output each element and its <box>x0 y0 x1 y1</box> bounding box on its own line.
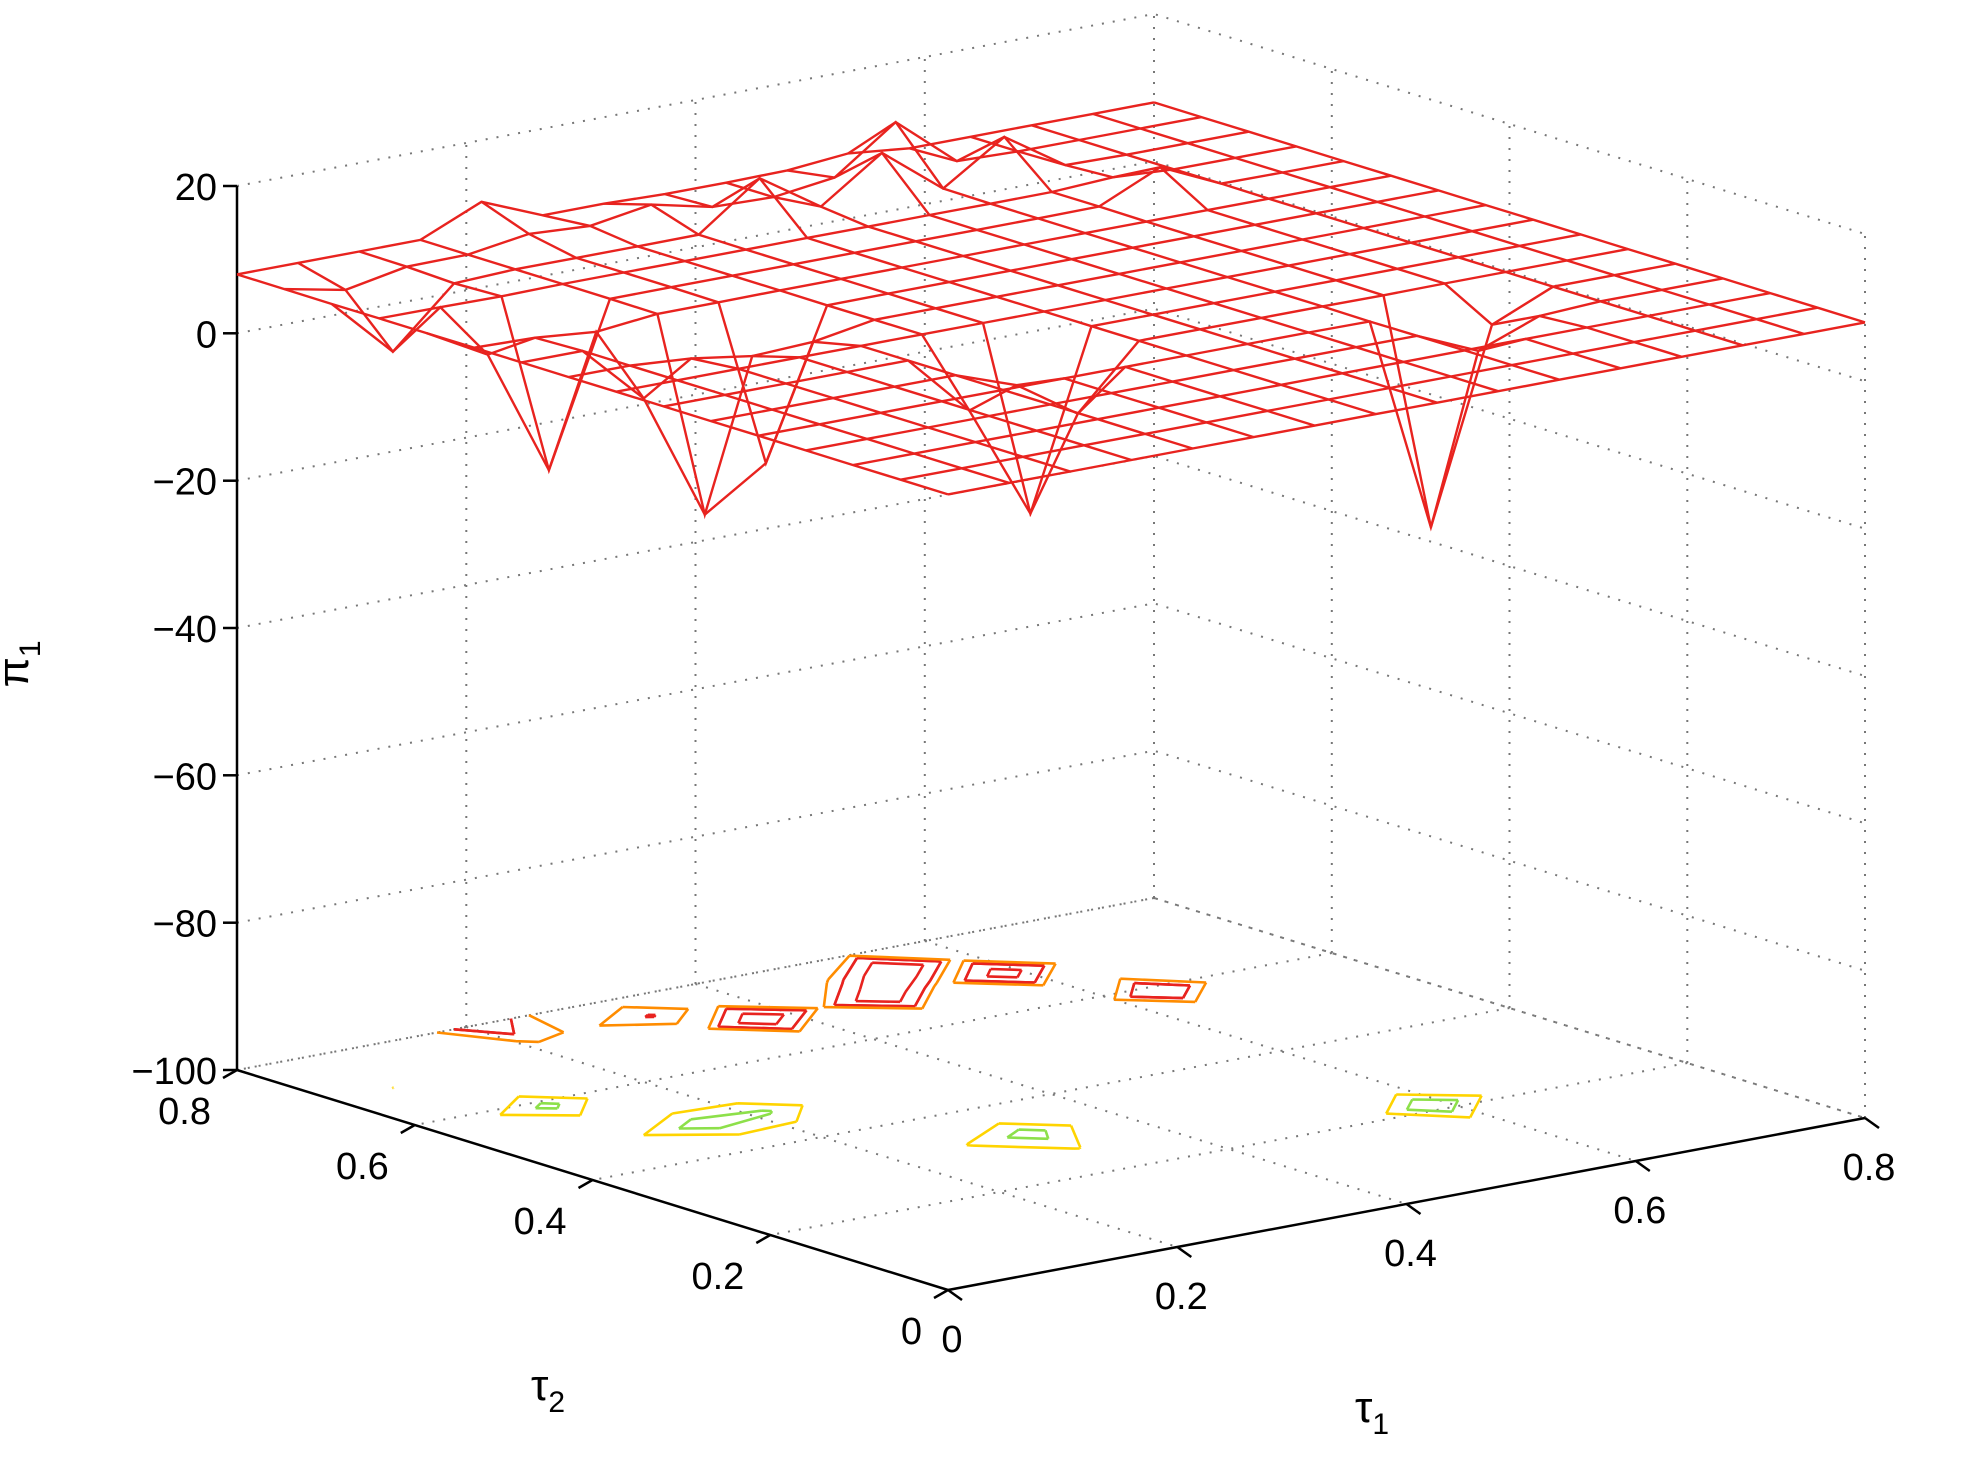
mesh-column-line <box>909 135 1621 528</box>
grid-line <box>466 1026 1178 1248</box>
mesh-column-line <box>1031 124 1744 347</box>
mesh-column-line <box>1153 101 1866 324</box>
tick-labels: −100 −80 −60 −40 −20 0 20 0 0.2 0.4 0.6 0.8 0 0.2 0.4 0… <box>131 167 1895 1361</box>
y-tick-label: 0.6 <box>336 1146 389 1188</box>
x-axis-label: τ1 <box>1355 1383 1389 1441</box>
mesh-column-line <box>847 120 1560 381</box>
mesh-row-line <box>378 145 1297 320</box>
mesh-row-line <box>615 218 1534 393</box>
x-tick-label: 0 <box>941 1319 962 1361</box>
grid-line <box>770 1062 1688 1236</box>
mesh-row-line <box>284 115 1202 292</box>
grid-line <box>236 602 1866 825</box>
z-tick-label: 20 <box>175 167 217 209</box>
x-tick <box>1864 1116 1880 1130</box>
x-tick <box>947 1288 963 1302</box>
mesh-column-line <box>603 202 1316 518</box>
surface-mesh <box>236 101 1866 532</box>
z-tick-label: −60 <box>153 756 217 798</box>
mesh-column-line <box>480 200 1193 467</box>
y-tick-label: 0 <box>901 1311 922 1353</box>
y-tick-label: 0.4 <box>514 1201 567 1243</box>
contour-line <box>534 1098 1460 1141</box>
mesh-column-line <box>542 214 1255 439</box>
mesh-row-line <box>568 203 1487 379</box>
grid-lines <box>236 12 1866 1291</box>
mesh-column-line <box>420 238 1132 520</box>
mesh-column-line <box>725 181 1438 404</box>
z-axis-label: π1 <box>0 640 47 687</box>
mesh-column-line <box>787 151 1499 393</box>
mesh-column-line <box>297 261 1010 485</box>
mesh-row-line <box>805 277 1724 452</box>
y-tick <box>400 1123 416 1135</box>
grid-line <box>236 307 1866 530</box>
mesh-column-line <box>970 135 1682 358</box>
mesh-row-line <box>710 247 1629 423</box>
mesh-column-line <box>664 176 1377 416</box>
z-tick-label: 0 <box>196 314 217 356</box>
mesh-row-line <box>521 189 1439 517</box>
y-tick-label: 0.8 <box>158 1091 211 1133</box>
x-tick-label: 0.8 <box>1843 1147 1896 1189</box>
contour-line <box>737 961 1023 1026</box>
axes <box>222 184 1880 1302</box>
y-tick <box>755 1233 771 1245</box>
grid-line <box>236 454 1866 677</box>
mesh-row-line <box>663 233 1581 517</box>
y-tick <box>222 1068 238 1080</box>
grid-line <box>236 897 1155 1071</box>
mesh-column-line <box>236 273 949 496</box>
y-tick <box>933 1288 949 1300</box>
grid-line <box>236 749 1866 972</box>
grid-line <box>924 940 1637 1162</box>
mesh-column-line <box>358 250 1071 475</box>
x-tick <box>1176 1245 1193 1259</box>
grid-line <box>414 952 1332 1126</box>
y-tick-label: 0.2 <box>691 1256 744 1298</box>
z-tick-label: −80 <box>153 904 217 946</box>
grid-line <box>236 896 1866 1119</box>
mesh-row-line <box>900 306 1818 481</box>
x-tick-label: 0.4 <box>1384 1233 1437 1275</box>
contour-line <box>453 956 1192 1036</box>
x-tick-label: 0.2 <box>1155 1276 1208 1318</box>
y-axis-label: τ2 <box>531 1361 565 1419</box>
y-tick <box>577 1178 594 1190</box>
contour-line <box>436 954 1208 1044</box>
contour-line <box>391 1086 1483 1150</box>
x-tick <box>1635 1159 1651 1173</box>
z-tick-label: −40 <box>153 609 217 651</box>
mesh-row-line <box>758 262 1676 532</box>
z-tick-label: −100 <box>131 1051 217 1093</box>
z-tick-label: −20 <box>153 462 217 504</box>
grid-line <box>592 1007 1510 1181</box>
mesh-row-line <box>331 130 1250 354</box>
x-tick <box>1405 1202 1422 1216</box>
mesh-row-line <box>852 291 1771 467</box>
contour-plot <box>391 954 1483 1150</box>
mesh-column-line <box>1092 112 1805 336</box>
x-tick-label: 0.6 <box>1613 1190 1666 1232</box>
mesh-row-line <box>236 101 1155 276</box>
mesh-row-line <box>473 174 1392 349</box>
